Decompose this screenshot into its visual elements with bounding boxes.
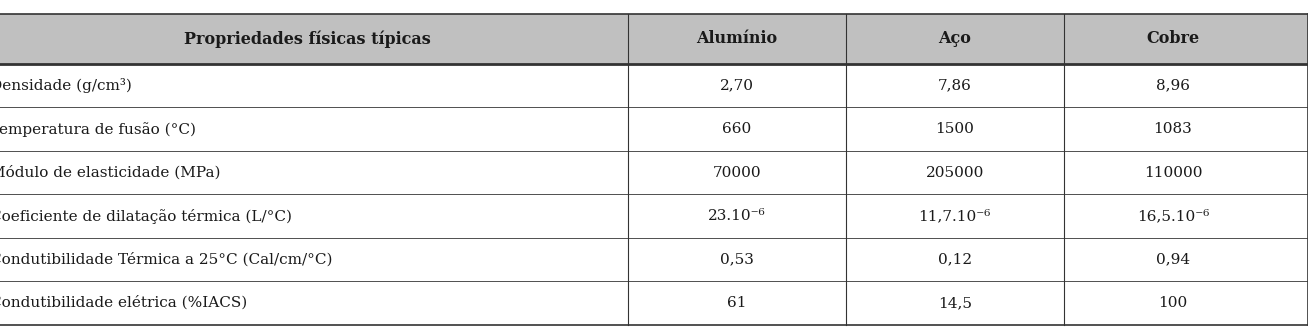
Text: 14,5: 14,5: [938, 296, 972, 310]
Text: Coeficiente de dilatação térmica (L/°C): Coeficiente de dilatação térmica (L/°C): [0, 208, 292, 223]
Text: 1500: 1500: [935, 122, 974, 136]
Bar: [0, 281, 1308, 325]
Text: Alumínio: Alumínio: [696, 31, 777, 47]
Text: 660: 660: [722, 122, 751, 136]
Text: Densidade (g/cm³): Densidade (g/cm³): [0, 78, 132, 93]
Text: Módulo de elasticidade (MPa): Módulo de elasticidade (MPa): [0, 165, 221, 180]
Text: Temperatura de fusão (°C): Temperatura de fusão (°C): [0, 122, 196, 136]
Bar: [0, 14, 1308, 64]
Bar: [0, 238, 1308, 281]
Text: Cobre: Cobre: [1146, 31, 1199, 47]
Text: Condutibilidade Térmica a 25°C (Cal/cm/°C): Condutibilidade Térmica a 25°C (Cal/cm/°…: [0, 252, 332, 267]
Bar: [0, 151, 1308, 194]
Text: 61: 61: [727, 296, 747, 310]
Text: 2,70: 2,70: [719, 79, 753, 93]
Text: Condutibilidade elétrica (%IACS): Condutibilidade elétrica (%IACS): [0, 296, 247, 310]
Bar: [0, 107, 1308, 151]
Text: 7,86: 7,86: [938, 79, 972, 93]
Text: 11,7.10⁻⁶: 11,7.10⁻⁶: [918, 209, 991, 223]
Text: 8,96: 8,96: [1156, 79, 1190, 93]
Text: 70000: 70000: [713, 166, 761, 180]
Text: 1083: 1083: [1154, 122, 1193, 136]
Bar: [0, 64, 1308, 107]
Text: 110000: 110000: [1143, 166, 1202, 180]
Text: Aço: Aço: [938, 31, 971, 47]
Text: 0,12: 0,12: [938, 253, 972, 267]
Text: Propriedades físicas típicas: Propriedades físicas típicas: [183, 30, 430, 48]
Text: 205000: 205000: [926, 166, 984, 180]
Bar: [0, 194, 1308, 238]
Text: 16,5.10⁻⁶: 16,5.10⁻⁶: [1137, 209, 1209, 223]
Text: 0,94: 0,94: [1156, 253, 1190, 267]
Text: 100: 100: [1159, 296, 1188, 310]
Text: 23.10⁻⁶: 23.10⁻⁶: [708, 209, 765, 223]
Text: 0,53: 0,53: [719, 253, 753, 267]
